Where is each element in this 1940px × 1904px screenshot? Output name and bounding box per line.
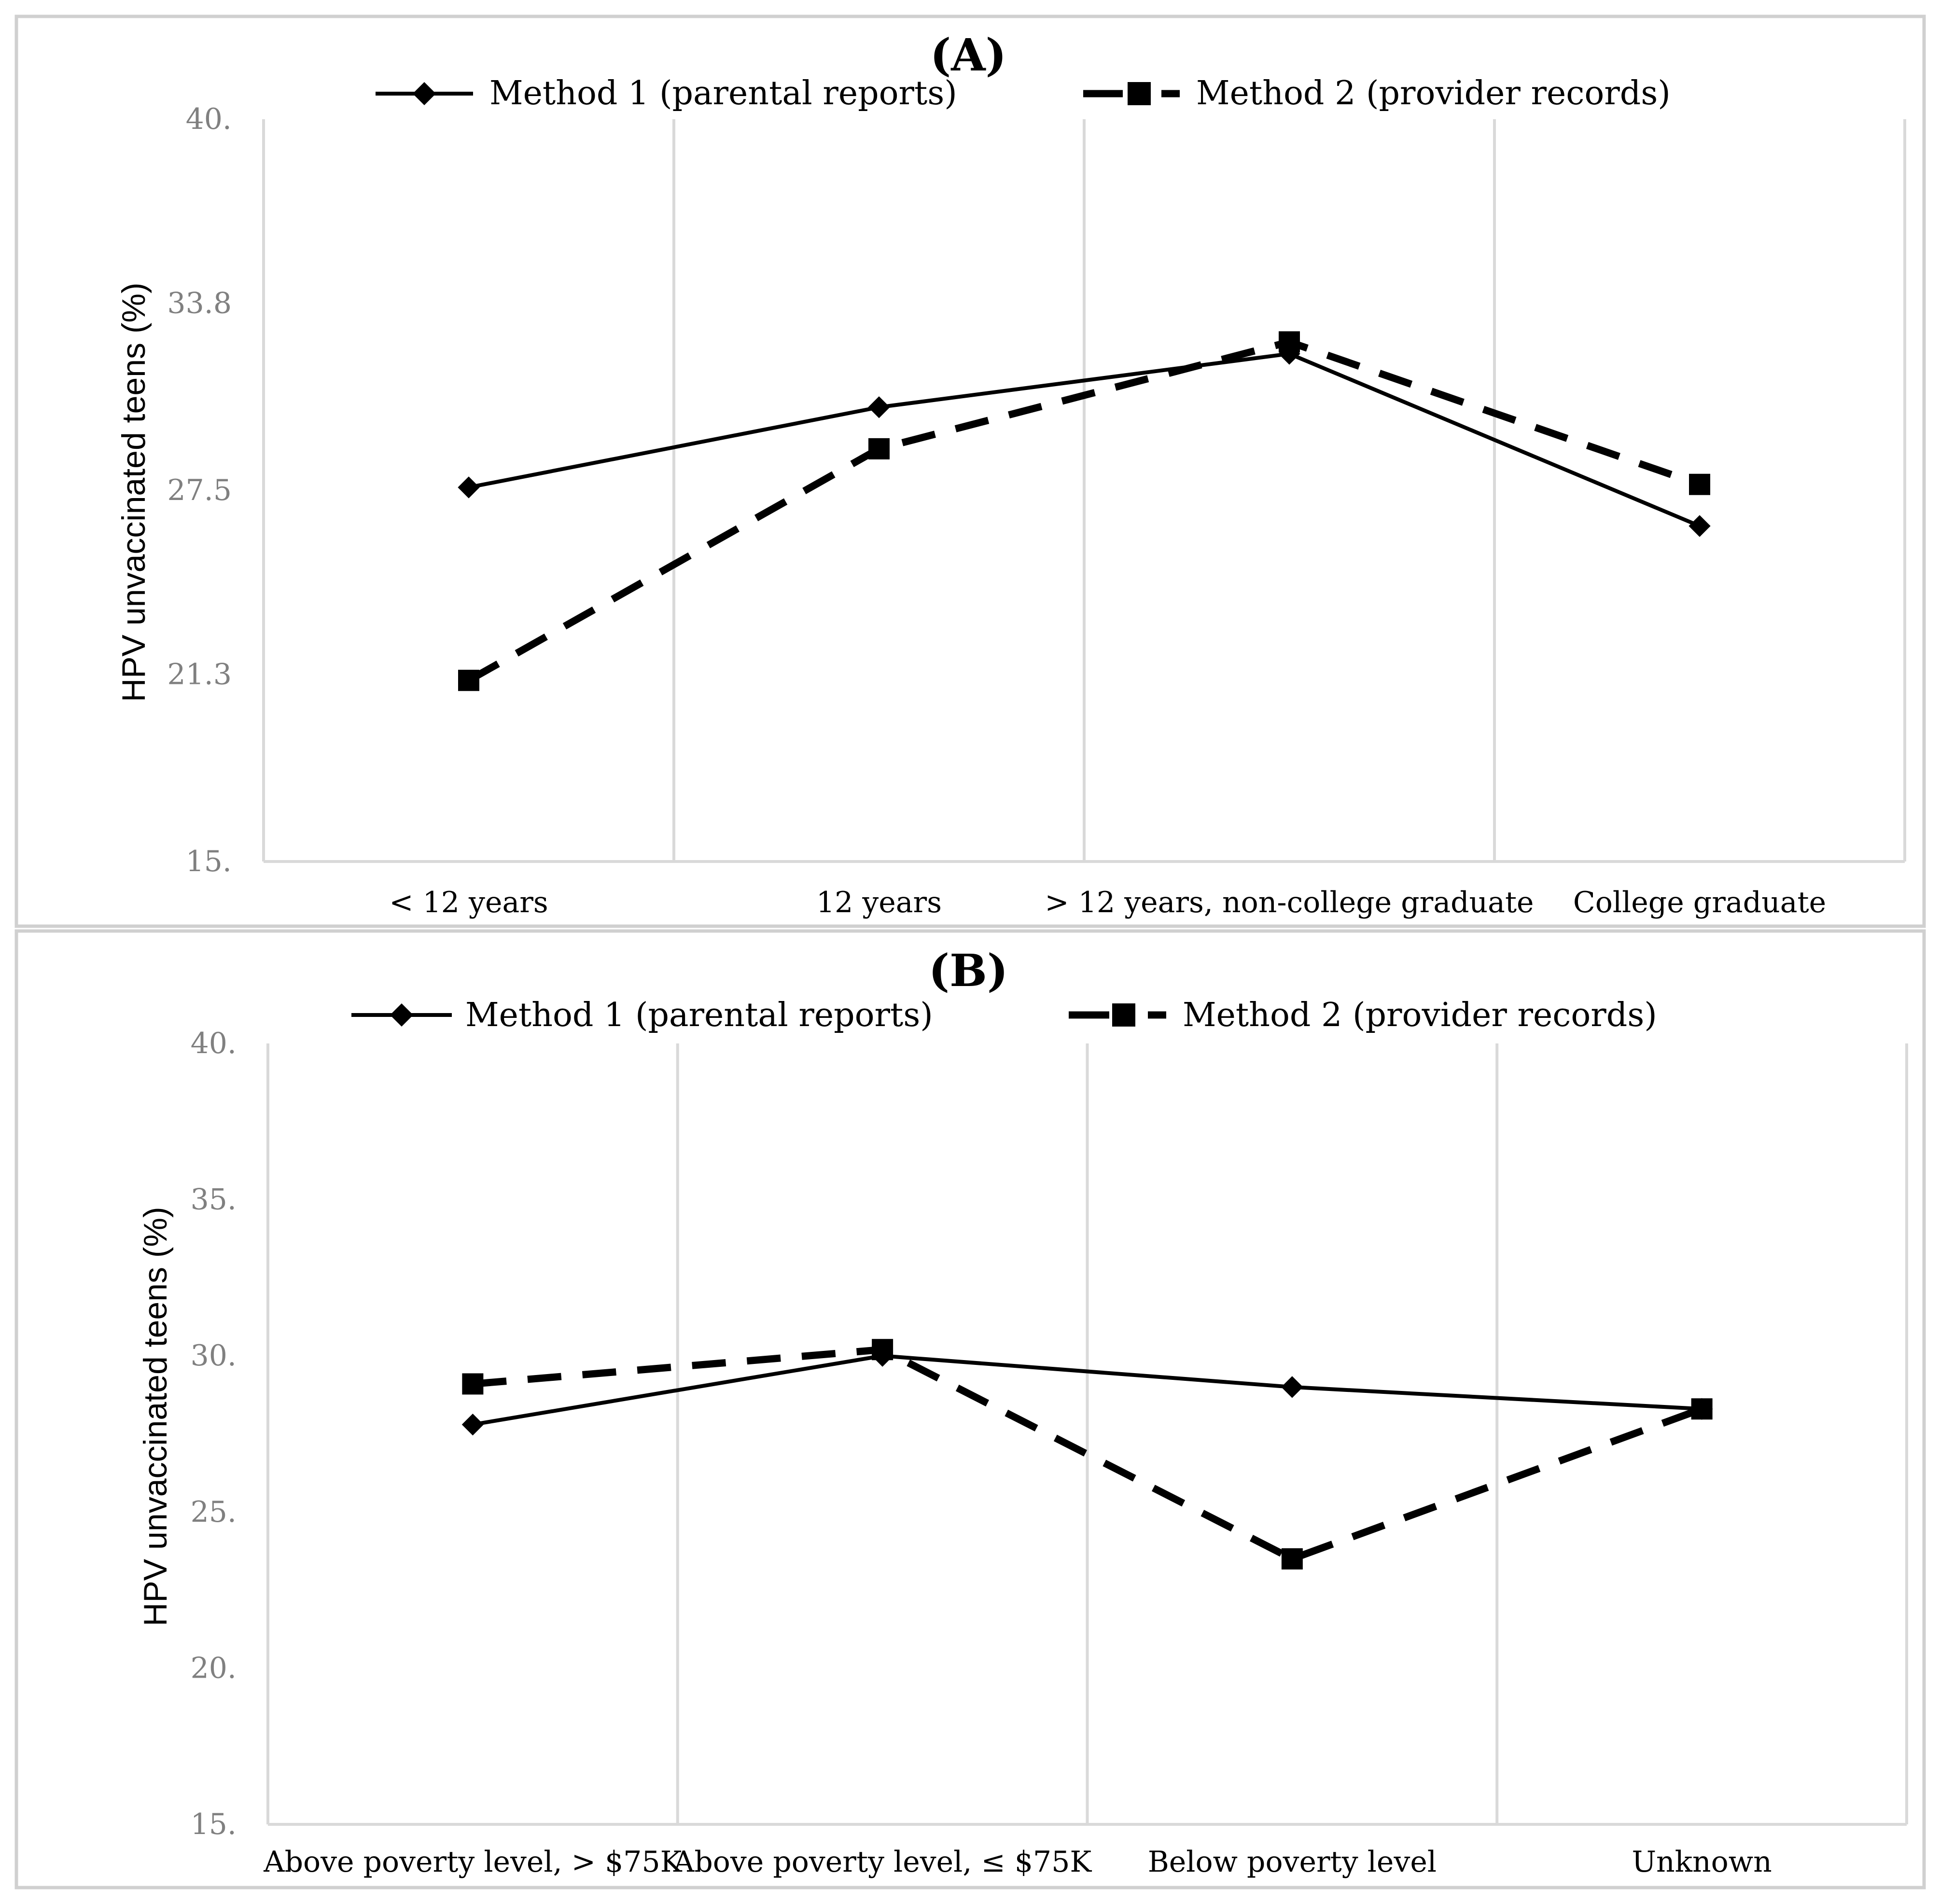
data-point-method-2: [868, 438, 890, 459]
data-point-method-1: [1281, 1376, 1303, 1398]
legend-square-marker: [1112, 1003, 1135, 1027]
panel-b-label: (B): [929, 945, 1008, 997]
x-category-label: < 12 years: [389, 886, 548, 919]
panel-b-y-axis-title: HPV unvaccinated teens (%): [137, 1207, 174, 1626]
data-point-method-2: [1691, 1398, 1713, 1420]
panel-b: (B) Method 1 (parental reports) Method 2…: [14, 929, 1926, 1890]
y-tick-label: 21.3: [167, 657, 232, 691]
data-point-method-1: [461, 1413, 484, 1436]
data-point-method-2: [462, 1373, 484, 1395]
panel-b-series: [461, 1339, 1713, 1570]
y-tick-label: 40.: [191, 1027, 237, 1060]
x-category-label: College graduate: [1573, 886, 1826, 919]
series-line-method-1: [468, 351, 1701, 528]
x-category-label: 12 years: [816, 886, 942, 919]
legend-diamond-marker: [412, 82, 436, 106]
data-point-method-1: [458, 476, 480, 499]
legend-label-method-2: Method 2 (provider records): [1183, 996, 1657, 1034]
legend-item-method-1: Method 1 (parental reports): [351, 996, 933, 1034]
x-category-label: Above poverty level, > $75K: [263, 1845, 682, 1879]
panel-a-x-axis-labels: < 12 years 12 years > 12 years, non-colleg…: [389, 886, 1826, 919]
legend-diamond-marker: [390, 1003, 414, 1027]
panel-a-label: (A): [930, 29, 1006, 81]
data-point-method-2: [458, 669, 479, 691]
data-point-method-2: [872, 1339, 893, 1361]
legend-item-method-2: Method 2 (provider records): [1069, 996, 1657, 1034]
y-tick-label: 30.: [191, 1339, 237, 1373]
x-category-label: Unknown: [1632, 1845, 1772, 1879]
y-tick-label: 40.: [186, 102, 232, 136]
y-tick-label: 35.: [191, 1183, 237, 1217]
y-tick-label: 33.8: [167, 286, 232, 320]
legend-label-method-2: Method 2 (provider records): [1196, 74, 1671, 112]
data-point-method-1: [868, 396, 890, 418]
x-category-label: Below poverty level: [1148, 1845, 1437, 1879]
panel-a-y-axis-title: HPV unvaccinated teens (%): [115, 282, 152, 702]
panel-a-legend: Method 1 (parental reports) Method 2 (pr…: [376, 74, 1671, 112]
panel-a-gridlines: [262, 119, 1906, 863]
panel-b-frame: [14, 929, 1926, 1890]
data-point-method-2: [1279, 331, 1300, 353]
panel-b-legend: Method 1 (parental reports) Method 2 (pr…: [351, 996, 1657, 1034]
panel-a-y-axis-labels: 15. 21.3 27.5 33.8 40.: [167, 102, 232, 878]
legend-square-marker: [1128, 82, 1151, 105]
y-tick-label: 15.: [186, 845, 232, 878]
y-tick-label: 15.: [191, 1807, 237, 1841]
legend-item-method-1: Method 1 (parental reports): [376, 74, 957, 112]
legend-label-method-1: Method 1 (parental reports): [465, 996, 933, 1034]
panel-a-series: [458, 331, 1711, 691]
panel-b-y-axis-labels: 15. 20. 25. 30. 35. 40.: [191, 1027, 237, 1841]
y-tick-label: 20.: [191, 1651, 237, 1685]
data-point-method-1: [1689, 515, 1711, 537]
x-category-label: Above poverty level, ≤ $75K: [673, 1845, 1092, 1879]
data-point-method-2: [1689, 473, 1710, 495]
series-line-method-2: [467, 338, 1701, 684]
panel-a: (A) Method 1 (parental reports) Method 2…: [14, 14, 1926, 928]
legend-label-method-1: Method 1 (parental reports): [489, 74, 957, 112]
panel-a-frame: [14, 14, 1926, 928]
y-tick-label: 27.5: [167, 473, 232, 507]
x-category-label: > 12 years, non-college graduate: [1045, 886, 1534, 919]
series-line-method-1: [472, 1354, 1702, 1427]
data-point-method-2: [1281, 1548, 1303, 1570]
y-tick-label: 25.: [191, 1495, 237, 1529]
legend-item-method-2: Method 2 (provider records): [1083, 74, 1671, 112]
panel-b-gridlines: [266, 1043, 1908, 1826]
